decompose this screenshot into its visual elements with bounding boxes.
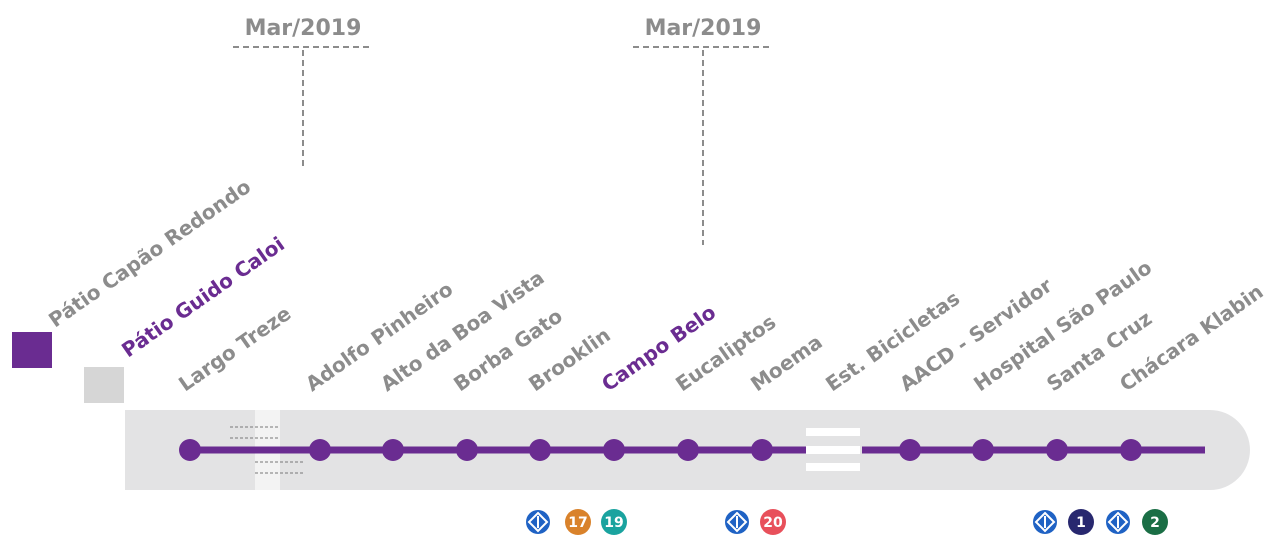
metro-icon [1106, 510, 1130, 534]
station-dot [179, 439, 201, 461]
metro-icon [1033, 510, 1057, 534]
station-dot [456, 439, 478, 461]
date-label: Mar/2019 [245, 16, 362, 41]
line-badge [1068, 509, 1094, 535]
station-dot [529, 439, 551, 461]
metro-icon [725, 510, 749, 534]
metro-icon-diamond [527, 511, 549, 533]
line-badge [565, 509, 591, 535]
station-label: Est. Bicicletas [821, 286, 964, 396]
line-badge-label: 1 [1076, 515, 1086, 531]
station-dot [677, 439, 699, 461]
metro-icon-diamond [1107, 511, 1129, 533]
station-dot [309, 439, 331, 461]
line-badge [1142, 509, 1168, 535]
line-badge [601, 509, 627, 535]
metro-icon-diamond [1034, 511, 1056, 533]
station-dot [972, 439, 994, 461]
line-badge-label: 19 [604, 515, 623, 531]
station-dot [603, 439, 625, 461]
legend-operating [12, 332, 52, 368]
date-label: Mar/2019 [645, 16, 762, 41]
metro-icon [526, 510, 550, 534]
station-dot [899, 439, 921, 461]
yard-dashes [230, 426, 305, 474]
line-badge-label: 2 [1150, 515, 1160, 531]
metro-icon-diamond [726, 511, 748, 533]
station-dot [751, 439, 773, 461]
station-dot [382, 439, 404, 461]
line-badge-label: 20 [763, 515, 783, 531]
station-dot [1120, 439, 1142, 461]
legend-planned [84, 367, 124, 403]
station-dot [1046, 439, 1068, 461]
line-badge [760, 509, 786, 535]
line-badge-label: 17 [568, 515, 587, 531]
station-label: Pátio Capão Redondo [44, 174, 255, 332]
station-bars [806, 428, 860, 471]
